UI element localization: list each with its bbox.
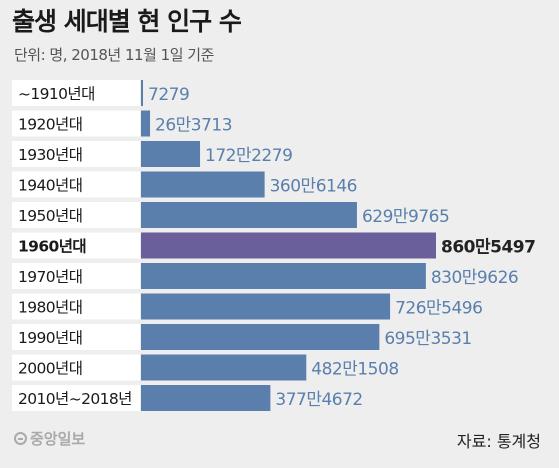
category-label: 1970년대 xyxy=(18,268,82,286)
bar xyxy=(141,171,265,198)
bar xyxy=(141,202,357,228)
category-label: 1920년대 xyxy=(18,116,82,134)
category-row: 2000년대 482만1508 xyxy=(12,354,399,381)
category-row: 1990년대 695만3531 xyxy=(12,324,472,350)
category-label: 1950년대 xyxy=(18,207,82,225)
category-label: 2010년~2018년 xyxy=(18,390,132,408)
category-row: 1930년대 172만2279 xyxy=(12,141,293,167)
bar xyxy=(141,110,151,137)
bar xyxy=(141,385,271,411)
category-label: 1930년대 xyxy=(18,146,82,164)
category-row: 1940년대 360만6146 xyxy=(12,171,357,198)
category-label-box xyxy=(12,80,140,106)
category-label-box xyxy=(12,293,140,320)
category-label: 2000년대 xyxy=(18,360,82,378)
value-label: 860만5497 xyxy=(441,238,535,258)
category-label-box xyxy=(12,141,140,167)
value-label: 377만4672 xyxy=(275,390,362,410)
category-label: 1980년대 xyxy=(18,299,82,317)
category-row: 1950년대 629만9765 xyxy=(12,202,450,228)
category-row: 1980년대 726만5496 xyxy=(12,293,483,320)
category-row: 1970년대 830만9626 xyxy=(12,263,519,289)
value-label: 629만9765 xyxy=(362,207,449,227)
value-label: 7279 xyxy=(148,85,189,105)
category-label-box xyxy=(12,202,140,228)
category-label-box xyxy=(12,354,140,381)
category-label: 1990년대 xyxy=(18,329,82,347)
category-label: 1940년대 xyxy=(18,177,82,195)
source-note: 자료: 통계청 xyxy=(456,432,541,451)
value-label: 26만3713 xyxy=(155,116,232,136)
bar xyxy=(141,354,307,381)
bar xyxy=(141,141,201,167)
bar xyxy=(141,232,436,259)
category-row: 2010년~2018년 377만4672 xyxy=(12,385,363,411)
value-label: 830만9626 xyxy=(431,268,518,288)
value-label: 172만2279 xyxy=(205,146,292,166)
chart-title: 출생 세대별 현 인구 수 xyxy=(12,7,242,36)
value-label: 695만3531 xyxy=(384,329,471,349)
publisher-logo: 중앙일보 xyxy=(14,428,85,449)
bar xyxy=(141,293,391,320)
chart-subtitle: 단위: 명, 2018년 11월 1일 기준 xyxy=(14,46,214,64)
logo-icon xyxy=(14,432,27,445)
category-label: 1960년대 xyxy=(18,237,86,256)
category-row: 1960년대 860만5497 xyxy=(12,232,536,259)
category-label-box xyxy=(12,232,140,259)
value-label: 482만1508 xyxy=(311,360,398,380)
category-row: ~1910년대 7279 xyxy=(12,80,190,106)
publisher-name: 중앙일보 xyxy=(30,430,86,448)
value-label: 726만5496 xyxy=(395,299,482,319)
category-label-box xyxy=(12,110,140,137)
category-label-box xyxy=(12,324,140,350)
bar xyxy=(141,263,426,289)
value-label: 360만6146 xyxy=(270,177,357,197)
bar xyxy=(141,324,380,350)
category-label-box xyxy=(12,171,140,198)
category-row: 1920년대 26만3713 xyxy=(12,110,233,137)
bar xyxy=(141,80,143,106)
category-label: ~1910년대 xyxy=(18,85,95,103)
category-label-box xyxy=(12,263,140,289)
category-label-box xyxy=(12,385,140,411)
